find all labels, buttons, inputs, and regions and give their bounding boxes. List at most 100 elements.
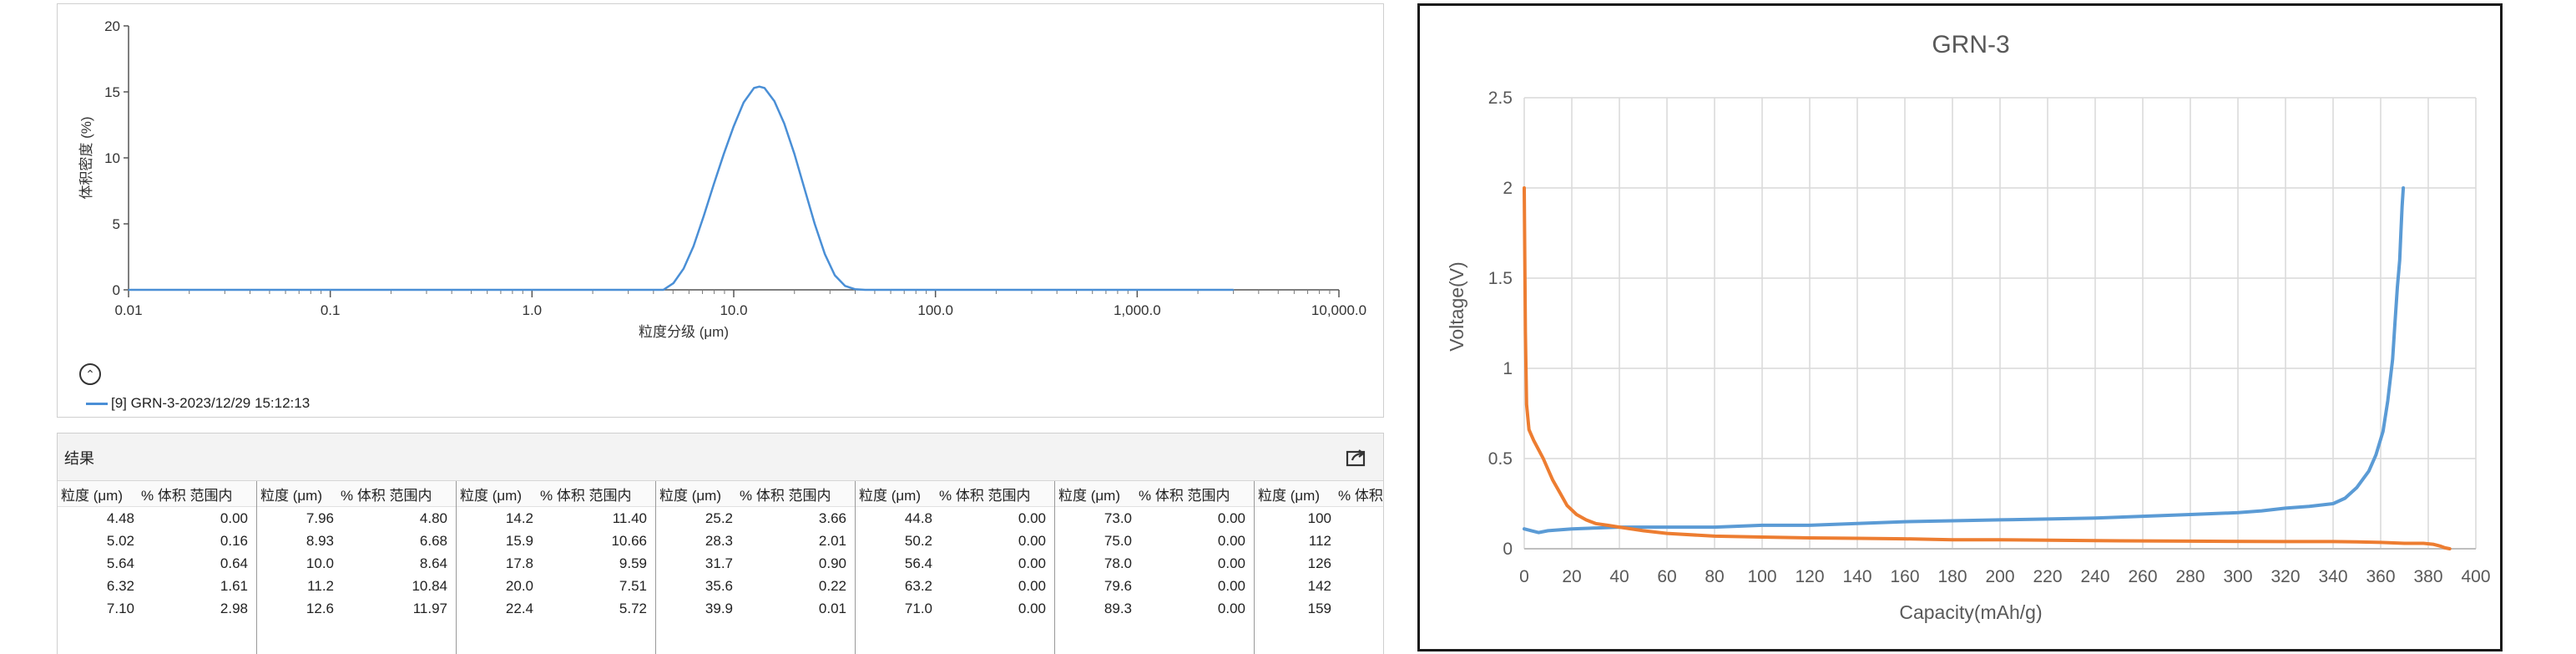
x-axis-label: Capacity(mAh/g)	[1899, 601, 2042, 623]
y-axis-label: Voltage(V)	[1446, 261, 1467, 351]
table-row: 56.4 0.00	[856, 552, 1054, 575]
size-header: 粒度 (μm)	[659, 487, 722, 504]
discharge-data-point	[1714, 535, 1715, 537]
discharge-data-point	[1952, 539, 1953, 541]
volume-cell: 8.64	[419, 555, 447, 571]
size-cell: 7.10	[106, 600, 134, 616]
discharge-data-point	[1552, 479, 1554, 481]
results-table: 粒度 (μm) % 体积 范围内 4.48 0.00 5.02 0.16 5.64 0.64 6…	[58, 481, 1383, 654]
y-tick-label: 0	[1503, 540, 1513, 559]
psd-legend[interactable]: [9] GRN-3-2023/12/29 15:12:13	[86, 395, 310, 412]
table-row: 5.64 0.64	[58, 552, 256, 575]
discharge-data-point	[1594, 522, 1597, 525]
charge-data-point	[2392, 358, 2394, 361]
x-tick-label: 60	[1657, 567, 1676, 586]
results-column-header: 粒度 (μm) % 体积 范围内	[257, 481, 456, 507]
size-cell: 20.0	[505, 577, 533, 594]
charge-data-point	[2094, 517, 2096, 520]
table-row: 31.7 0.90	[656, 552, 855, 575]
size-cell: 159	[1307, 600, 1331, 616]
psd-data-point	[672, 282, 674, 284]
size-header: 粒度 (μm)	[859, 487, 922, 504]
discharge-data-point	[1528, 428, 1530, 431]
size-cell: 17.8	[505, 555, 533, 571]
y-axis-label: 体积密度 (%)	[78, 116, 94, 199]
discharge-data-point	[1904, 538, 1906, 540]
charge-data-point	[1571, 528, 1573, 530]
psd-chart: 0 5 10 15 20 0.01 0.1 1.0 10.0 100.0 1,000.0 10,000…	[78, 18, 1366, 340]
discharge-data-point	[1619, 526, 1620, 529]
size-cell: 50.2	[904, 532, 932, 549]
x-tick-label: 280	[2175, 567, 2205, 586]
volume-cell: 9.59	[619, 555, 647, 571]
table-row: 79.6 0.00	[1055, 575, 1254, 597]
x-tick-label: 140	[1842, 567, 1871, 586]
charge-data-point	[2367, 470, 2370, 473]
x-tick-label: 40	[1609, 567, 1629, 586]
charge-data-point	[2344, 497, 2346, 499]
table-row: 100	[1255, 507, 1383, 530]
results-column: 粒度 (μm) % 体积 范围内 4.48 0.00 5.02 0.16 5.64 0.64 6…	[58, 481, 257, 654]
psd-data-point	[814, 223, 816, 225]
discharge-data-point	[1525, 403, 1528, 406]
table-row: 6.32 1.61	[58, 575, 256, 597]
size-cell: 39.9	[705, 600, 733, 616]
psd-data-point	[713, 183, 715, 185]
psd-data-point	[128, 289, 129, 291]
results-column-header: 粒度 (μm) % 体积 范围内	[1055, 481, 1254, 507]
psd-data-point	[683, 267, 684, 270]
charge-data-point	[2047, 518, 2048, 520]
x-tick-label: 80	[1705, 567, 1724, 586]
volume-cell: 0.00	[1018, 600, 1046, 616]
y-tick-label: 10	[104, 150, 120, 166]
size-cell: 22.4	[505, 600, 533, 616]
psd-data-point	[733, 125, 735, 127]
collapse-icon[interactable]: ⌃	[79, 363, 101, 385]
x-tick-label: 120	[1795, 567, 1824, 586]
size-cell: 12.6	[306, 600, 334, 616]
size-cell: 71.0	[904, 600, 932, 616]
discharge-data-point	[1585, 519, 1588, 521]
discharge-data-point	[2094, 540, 2096, 542]
y-tick-label: 1.5	[1488, 269, 1513, 288]
discharge-data-point	[2285, 540, 2286, 543]
size-cell: 79.6	[1104, 577, 1132, 594]
x-tick-label: 0	[1519, 567, 1529, 586]
y-tick-label: 0.5	[1488, 449, 1513, 469]
results-panel: 结果 粒度 (μm) % 体积 范围内 4.48 0.00 5.02 0.16 5.64 0.…	[57, 433, 1384, 654]
volume-cell: 10.84	[412, 577, 447, 594]
results-column: 粒度 (μm) % 体积 范围内 100 112 126 142 159	[1255, 481, 1383, 654]
discharge-data-point	[1999, 539, 2001, 541]
results-column: 粒度 (μm)% 体积 范围内 25.2 3.66 28.3 2.01 31.7 0.90 3…	[656, 481, 856, 654]
table-row: 73.0 0.00	[1055, 507, 1254, 530]
x-tick-label: 400	[2461, 567, 2490, 586]
volume-cell: 0.00	[1217, 532, 1245, 549]
size-cell: 56.4	[904, 555, 932, 571]
charge-data-point	[2400, 232, 2402, 234]
volume-cell: 0.00	[1018, 577, 1046, 594]
volume-cell: 2.98	[220, 600, 248, 616]
psd-data-point	[803, 187, 806, 190]
discharge-data-point	[1809, 537, 1811, 540]
psd-data-point	[1232, 289, 1235, 291]
table-row: 112	[1255, 530, 1383, 552]
table-row: 39.9 0.01	[656, 597, 855, 620]
x-tick-label: 1.0	[523, 302, 543, 318]
volume-cell: 7.51	[619, 577, 647, 594]
discharge-data-point	[1547, 468, 1549, 470]
export-icon[interactable]	[1345, 445, 1368, 469]
charge-curve	[1523, 186, 2406, 535]
x-tick-label: 20	[1562, 567, 1581, 586]
volume-cell: 0.64	[220, 555, 248, 571]
charge-data-point	[1547, 530, 1549, 532]
discharge-data-point	[2443, 546, 2446, 549]
table-row: 75.0 0.00	[1055, 530, 1254, 552]
volume-cell: 0.00	[1217, 600, 1245, 616]
volume-cell: 1.61	[220, 577, 248, 594]
charge-data-point	[1530, 530, 1533, 532]
volume-cell: 0.00	[1217, 577, 1245, 594]
charge-data-point	[1904, 520, 1906, 523]
psd-data-point	[693, 246, 695, 247]
charge-data-point	[1538, 531, 1540, 534]
x-tick-label: 10.0	[720, 302, 747, 318]
